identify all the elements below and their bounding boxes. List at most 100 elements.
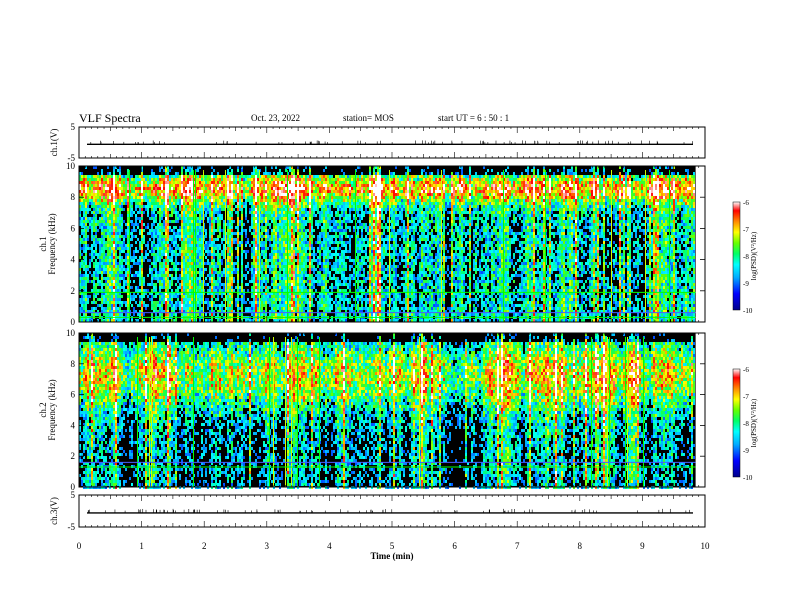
- spectrogram-cell: [111, 226, 113, 229]
- spectrogram-cell: [117, 262, 119, 265]
- spectrogram-cell: [127, 256, 129, 259]
- spectrogram-cell: [133, 211, 135, 214]
- spectrogram-cell: [103, 271, 105, 274]
- spectrogram-cell: [83, 217, 85, 220]
- spectrogram-cell: [89, 187, 91, 190]
- spectrogram-cell: [141, 277, 143, 280]
- spectrogram-cell: [91, 247, 93, 250]
- spectrogram-cell: [151, 253, 153, 256]
- vlf-spectra-figure: -6-7-8-9-10log(PSD)(V²/Hz)-6-7-8-9-10log…: [0, 0, 792, 612]
- spectrogram-cell: [153, 202, 155, 205]
- spectrogram-cell: [107, 301, 109, 304]
- spectrogram-cell: [115, 262, 117, 265]
- ch1-spectrogram: [79, 166, 696, 322]
- spectrogram-cell: [145, 205, 147, 208]
- spectrogram-cell: [107, 205, 109, 208]
- spectrogram-cell: [131, 190, 133, 193]
- spectrogram-cell: [109, 283, 111, 286]
- spectrogram-cell: [153, 295, 155, 298]
- spectrogram-cell: [109, 259, 111, 262]
- spectrogram-cell: [101, 226, 103, 229]
- spectrogram-cell: [113, 289, 115, 292]
- spectrogram-cell: [85, 178, 87, 181]
- spectrogram-cell: [115, 283, 117, 286]
- spectrogram-cell: [95, 238, 97, 241]
- spectrogram-cell: [103, 220, 105, 223]
- spectrogram-cell: [95, 313, 97, 316]
- spectrogram-cell: [117, 217, 119, 220]
- spectrogram-cell: [147, 226, 149, 229]
- spectrogram-cell: [99, 181, 101, 184]
- spectrogram-cell: [157, 259, 159, 262]
- spectrogram-cell: [115, 238, 117, 241]
- spectrogram-cell: [121, 196, 123, 199]
- spectrogram-cell: [139, 265, 141, 268]
- spectrogram-cell: [121, 226, 123, 229]
- spectrogram-cell: [153, 205, 155, 208]
- spectrogram-cell: [105, 307, 107, 310]
- spectrogram-cell: [111, 181, 113, 184]
- spectrogram-cell: [109, 235, 111, 238]
- spectrogram-cell: [91, 256, 93, 259]
- spectrogram-cell: [143, 235, 145, 238]
- spectrogram-cell: [109, 226, 111, 229]
- spectrogram-cell: [121, 214, 123, 217]
- spectrogram-cell: [155, 226, 157, 229]
- spectrogram-cell: [85, 289, 87, 292]
- spectrogram-cell: [117, 280, 119, 283]
- spectrogram-cell: [127, 244, 129, 247]
- spectrogram-cell: [81, 217, 83, 220]
- spectrogram-cell: [95, 253, 97, 256]
- spectrogram-cell: [155, 253, 157, 256]
- spectrogram-cell: [151, 268, 153, 271]
- spectrogram-cell: [137, 199, 139, 202]
- spectrogram-cell: [111, 199, 113, 202]
- spectrogram-cell: [107, 202, 109, 205]
- spectrogram-cell: [127, 274, 129, 277]
- spectrogram-cell: [111, 205, 113, 208]
- spectrogram-cell: [157, 274, 159, 277]
- spectrogram-cell: [119, 217, 121, 220]
- spectrogram-cell: [97, 289, 99, 292]
- spectrogram-cell: [137, 211, 139, 214]
- spectrogram-cell: [133, 256, 135, 259]
- spectrogram-cell: [93, 214, 95, 217]
- spectrogram-cell: [155, 247, 157, 250]
- spectrogram-cell: [151, 247, 153, 250]
- spectrogram-cell: [101, 223, 103, 226]
- spectrogram-cell: [145, 304, 147, 307]
- spectrogram-cell: [131, 187, 133, 190]
- spectrogram-cell: [125, 223, 127, 226]
- spectrogram-cell: [93, 184, 95, 187]
- spectrogram-cell: [83, 280, 85, 283]
- spectrogram-cell: [117, 232, 119, 235]
- spectrogram-cell: [131, 286, 133, 289]
- spectrogram-cell: [101, 307, 103, 310]
- spectrogram-cell: [111, 217, 113, 220]
- spectrogram-cell: [99, 208, 101, 211]
- spectrogram-cell: [81, 262, 83, 265]
- spectrogram-cell: [103, 187, 105, 190]
- spectrogram-cell: [127, 199, 129, 202]
- spectrogram-cell: [127, 304, 129, 307]
- spectrogram-cell: [151, 193, 153, 196]
- spectrogram-cell: [141, 244, 143, 247]
- spectrogram-cell: [99, 217, 101, 220]
- spectrogram-cell: [133, 235, 135, 238]
- spectrogram-cell: [123, 289, 125, 292]
- spectrogram-cell: [141, 175, 143, 178]
- spectrogram-cell: [85, 181, 87, 184]
- spectrogram-cell: [123, 181, 125, 184]
- spectrogram-cell: [81, 178, 83, 181]
- spectrogram-cell: [147, 205, 149, 208]
- spectrogram-cell: [135, 256, 137, 259]
- spectrogram-cell: [99, 244, 101, 247]
- spectrogram-cell: [153, 250, 155, 253]
- spectrogram-cell: [137, 187, 139, 190]
- spectrogram-cell: [97, 178, 99, 181]
- spectrogram-cell: [119, 283, 121, 286]
- spectrogram-cell: [115, 265, 117, 268]
- spectrogram-cell: [149, 184, 151, 187]
- spectrogram-cell: [137, 259, 139, 262]
- spectrogram-cell: [131, 235, 133, 238]
